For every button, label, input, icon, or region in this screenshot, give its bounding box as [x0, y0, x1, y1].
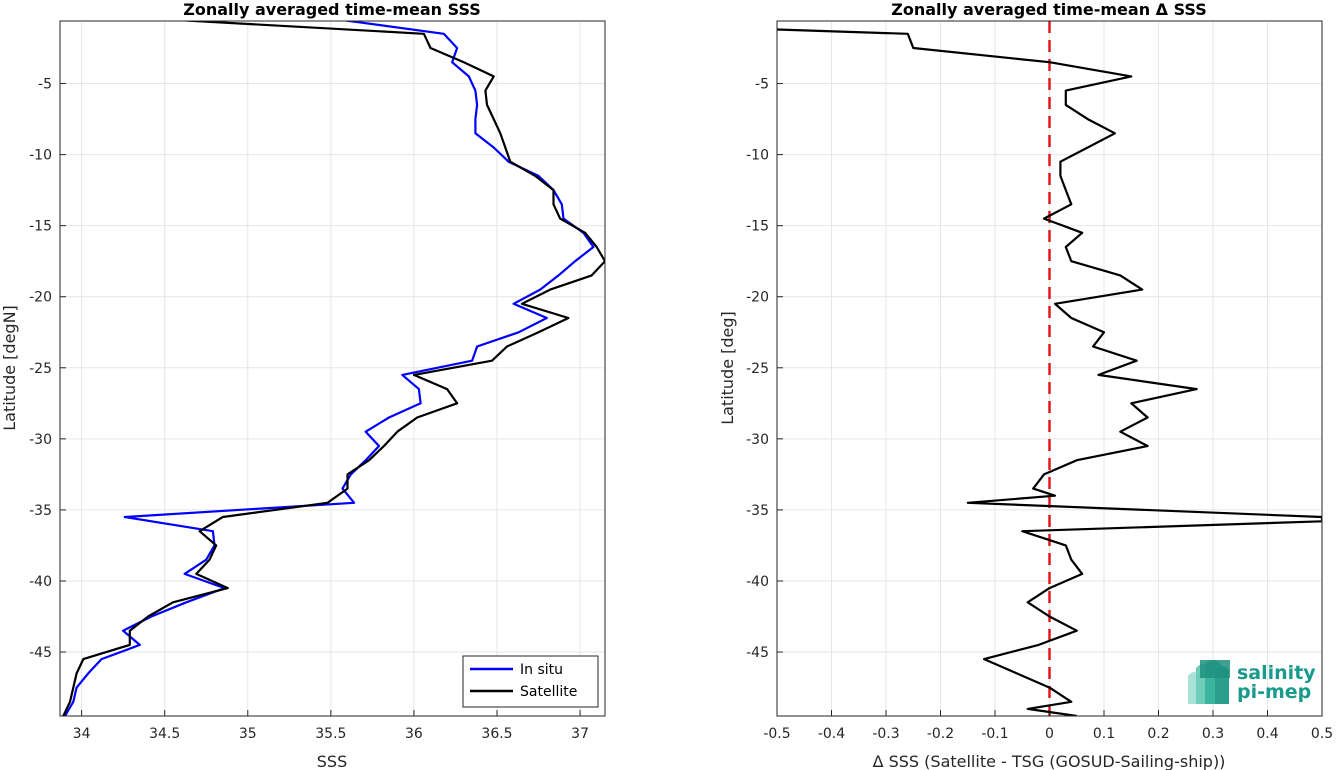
legend-label-satellite: Satellite [520, 684, 577, 700]
delta-y-tick-label: -35 [746, 503, 769, 519]
sss-y-tick-label: -20 [29, 290, 52, 306]
delta-x-tick-label: 0.5 [1311, 726, 1333, 742]
sss-series-group [62, 21, 605, 716]
delta-y-tick-label: -5 [755, 77, 769, 93]
sss-y-tick-label: -30 [29, 432, 52, 448]
legend: In situ Satellite [462, 655, 599, 708]
delta-y-tick-label: -30 [746, 432, 769, 448]
delta-y-tick-label: -10 [746, 148, 769, 164]
delta-x-tick-label: -0.4 [818, 726, 845, 742]
sss-chart-title: Zonally averaged time-mean SSS [183, 0, 481, 19]
delta-sss-panel: -0.5 -0.4 -0.3 -0.2 -0.1 0 0.1 0.2 0.3 0.4 0.5 -5-… [718, 0, 1333, 770]
delta-y-tick-label: -45 [746, 645, 769, 661]
sss-series-line-satellite [62, 21, 605, 716]
delta-y-ticks: -5 -10 -15 -20 -25 -30 -35 -40 -45 [746, 77, 783, 661]
sss-y-tick-label: -5 [38, 77, 52, 93]
delta-x-tick-label: -0.5 [763, 726, 790, 742]
delta-x-axis-label: Δ SSS (Satellite - TSG (GOSUD-Sailing-sh… [873, 752, 1226, 770]
legend-box [462, 655, 599, 708]
sss-x-axis-label: SSS [317, 752, 347, 770]
sss-y-tick-label: -10 [29, 148, 52, 164]
sss-x-tick-label: 34.5 [149, 726, 180, 742]
sss-x-tick-label: 36 [405, 726, 423, 742]
delta-x-tick-label: -0.3 [872, 726, 899, 742]
delta-x-tick-label: 0 [1045, 726, 1054, 742]
delta-x-tick-label: 0.4 [1256, 726, 1278, 742]
delta-y-tick-label: -40 [746, 574, 769, 590]
sss-x-ticks: 34 34.5 35 35.5 36 36.5 37 [73, 710, 589, 742]
sss-grid [60, 21, 605, 716]
sss-y-tick-label: -40 [29, 574, 52, 590]
delta-x-tick-label: 0.1 [1093, 726, 1115, 742]
delta-x-tick-label: -0.1 [981, 726, 1008, 742]
sss-y-tick-label: -35 [29, 503, 52, 519]
sss-x-tick-label: 34 [73, 726, 91, 742]
delta-y-tick-label: -25 [746, 361, 769, 377]
delta-series-group [777, 28, 1322, 716]
delta-x-tick-label: 0.2 [1147, 726, 1169, 742]
sss-y-tick-label: -25 [29, 361, 52, 377]
salinity-pi-mep-logo: salinity pi-mep [1188, 660, 1316, 704]
logo-text-pi-mep: pi-mep [1237, 681, 1311, 703]
sss-y-tick-label: -15 [29, 219, 52, 235]
sss-x-tick-label: 35.5 [315, 726, 346, 742]
sss-x-tick-label: 36.5 [481, 726, 512, 742]
sss-profile-panel: 34 34.5 35 35.5 36 36.5 37 -5 -10 -15 -20 -25 -30 -3… [0, 0, 606, 770]
legend-label-in-situ: In situ [520, 662, 563, 678]
sss-y-tick-label: -45 [29, 645, 52, 661]
logo-wave-icon [1188, 660, 1230, 704]
delta-y-tick-label: -15 [746, 219, 769, 235]
delta-y-tick-label: -20 [746, 290, 769, 306]
delta-chart-title: Zonally averaged time-mean Δ SSS [891, 0, 1207, 19]
sss-axes-box [59, 20, 606, 717]
logo-text-salinity: salinity [1237, 662, 1316, 684]
sss-plot-area [60, 21, 605, 716]
sss-y-axis-label: Latitude [degN] [0, 305, 19, 431]
delta-series-line-delta [777, 28, 1322, 716]
delta-x-tick-label: -0.2 [927, 726, 954, 742]
sss-x-tick-label: 37 [571, 726, 589, 742]
sss-series-line-in-situ [64, 21, 595, 716]
delta-x-tick-label: 0.3 [1202, 726, 1224, 742]
delta-y-axis-label: Latitude [deg] [718, 311, 737, 425]
sss-x-tick-label: 35 [239, 726, 257, 742]
delta-x-ticks: -0.5 -0.4 -0.3 -0.2 -0.1 0 0.1 0.2 0.3 0.4 0.5 [763, 710, 1333, 742]
sss-y-ticks: -5 -10 -15 -20 -25 -30 -35 -40 -45 [29, 77, 66, 661]
